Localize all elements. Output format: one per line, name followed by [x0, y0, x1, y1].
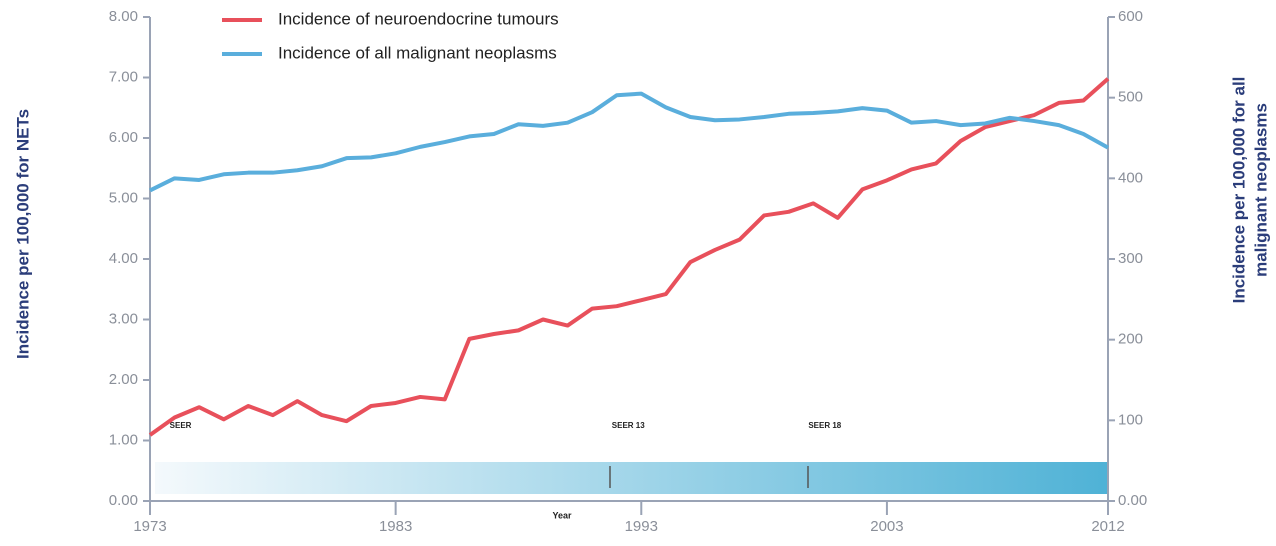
annotation: SEER	[170, 421, 192, 430]
y2-tick-label: 500	[1118, 89, 1143, 106]
annotation: SEER 13	[612, 421, 645, 430]
y2-tick-label: 600	[1118, 8, 1143, 25]
x-axis-title: Year	[552, 510, 572, 520]
coverage-bar	[155, 462, 1108, 494]
x-tick-label: 2012	[1091, 518, 1124, 535]
y-tick-label: 4.00	[109, 250, 138, 267]
y-tick-label: 5.00	[109, 189, 138, 206]
x-tick-label: 1983	[379, 518, 412, 535]
legend-box	[212, 2, 685, 70]
y2-tick-label: 200	[1118, 331, 1143, 348]
y2-tick-label: 400	[1118, 169, 1143, 186]
y-tick-label: 8.00	[109, 8, 138, 25]
y2-axis-title: malignant neoplasms	[1251, 103, 1270, 277]
y-tick-label: 3.00	[109, 310, 138, 327]
x-tick-label: 2003	[870, 518, 903, 535]
series-line	[149, 91, 1109, 193]
x-tick-label: 1993	[625, 518, 658, 535]
y2-tick-label: 100	[1118, 411, 1143, 428]
legend-label: Incidence of neuroendocrine tumours	[278, 9, 559, 28]
y2-tick-label: 300	[1118, 250, 1143, 267]
y2-axis-title: Incidence per 100,000 for all	[1229, 77, 1248, 304]
annotation: SEER 18	[808, 421, 841, 430]
y-tick-label: 1.00	[109, 431, 138, 448]
y-axis-title: Incidence per 100,000 for NETs	[13, 109, 32, 359]
x-tick-label: 1973	[133, 518, 166, 535]
y-tick-label: 7.00	[109, 68, 138, 85]
y-tick-label: 0.00	[109, 492, 138, 509]
y2-tick-label: 0.00	[1118, 492, 1147, 509]
series-line	[148, 77, 1110, 437]
legend-label: Incidence of all malignant neoplasms	[278, 43, 557, 62]
y-tick-label: 2.00	[109, 371, 138, 388]
y-tick-label: 6.00	[109, 129, 138, 146]
